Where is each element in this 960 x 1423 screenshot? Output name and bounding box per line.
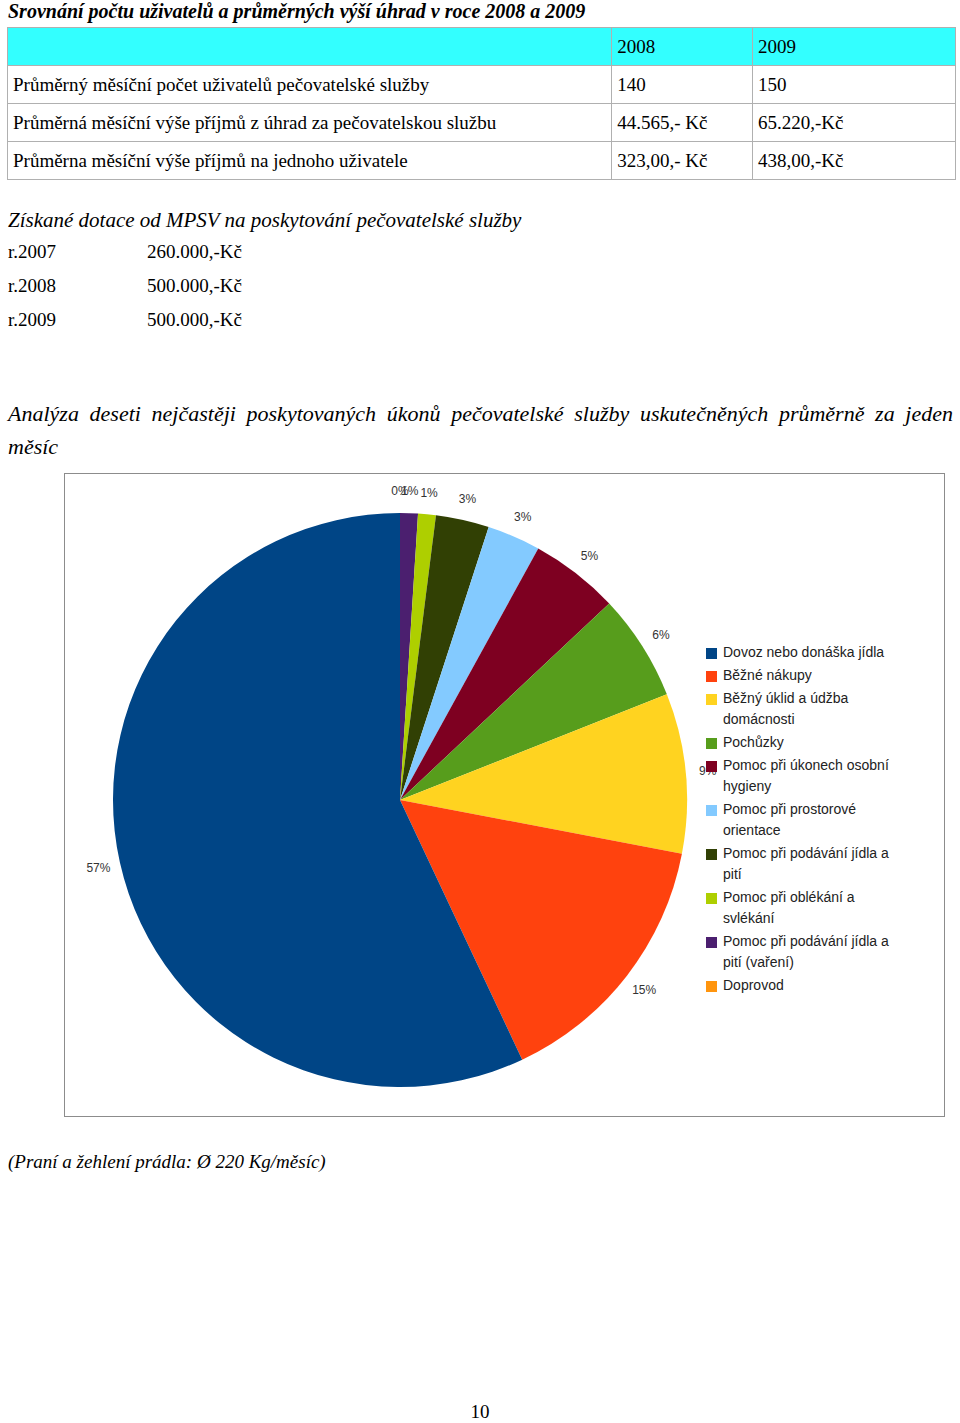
chart: 0%1%1%3%3%5%6%9%15%57%Dovoz nebo donáška… [0,0,960,1423]
table-cell: 438,00,-Kč [753,142,956,180]
subsidies-title: Získané dotace od MPSV na poskytování pe… [8,208,521,233]
legend-swatch [706,981,717,992]
data-label: 3% [459,492,477,506]
legend-label: Běžné nákupy [723,667,812,683]
subsidy-year: r.2007 [8,241,56,263]
data-label: 6% [652,628,670,642]
data-label: 1% [420,486,438,500]
page-number: 10 [0,1401,960,1423]
legend-label: Pomoc při podávání jídla apití [723,845,889,882]
legend-label: Pochůzky [723,734,784,750]
subsidy-year: r.2009 [8,309,56,331]
data-label: 1% [401,484,419,498]
data-label: 15% [632,983,656,997]
legend-swatch [706,671,717,682]
table-header-cell: 2009 [753,28,956,66]
data-label: 57% [86,861,110,875]
summary-table: 20082009Průměrný měsíční počet uživatelů… [7,27,956,180]
analysis-title: Analýza deseti nejčastěji poskytovaných … [8,397,953,463]
page-title: Srovnání počtu uživatelů a průměrných vý… [8,0,585,23]
pie [113,513,687,1087]
data-label: 3% [514,510,532,524]
table-cell: 323,00,- Kč [612,142,753,180]
legend-label: Pomoc při oblékání asvlékání [723,889,855,926]
table-cell: Průměrná měsíční výše příjmů z úhrad za … [8,104,612,142]
table-row: Průměrný měsíční počet uživatelů pečovat… [8,66,956,104]
legend-swatch [706,805,717,816]
table-cell: Průměrný měsíční počet uživatelů pečovat… [8,66,612,104]
legend-swatch [706,648,717,659]
legend-label: Pomoc při podávání jídla apití (vaření) [723,933,889,970]
legend-label: Doprovod [723,977,784,993]
legend-swatch [706,893,717,904]
subsidy-year: r.2008 [8,275,56,297]
chart-frame [65,474,945,1117]
table-header-row: 20082009 [8,28,956,66]
pie-slice [113,513,522,1087]
legend-label: Dovoz nebo donáška jídla [723,644,884,660]
legend-swatch [706,849,717,860]
data-labels: 0%1%1%3%3%5%6%9%15%57% [86,484,716,996]
legend-swatch [706,937,717,948]
table-header-cell: 2008 [612,28,753,66]
footnote: (Praní a žehlení prádla: Ø 220 Kg/měsíc) [8,1151,326,1173]
legend: Dovoz nebo donáška jídla Běžné nákupy Běžn… [706,644,889,993]
table-cell: 65.220,-Kč [753,104,956,142]
table-row: Průměrna měsíční výše příjmů na jednoho … [8,142,956,180]
subsidy-amount: 500.000,-Kč [147,309,242,331]
legend-swatch [706,761,717,772]
table-cell: 140 [612,66,753,104]
table-cell: 150 [753,66,956,104]
table-corner-cell [8,28,612,66]
legend-label: Pomoc při úkonech osobníhygieny [723,757,889,794]
table-cell: 44.565,- Kč [612,104,753,142]
table-row: Průměrná měsíční výše příjmů z úhrad za … [8,104,956,142]
subsidy-amount: 260.000,-Kč [147,241,242,263]
subsidy-amount: 500.000,-Kč [147,275,242,297]
legend-swatch [706,694,717,705]
data-label: 5% [581,549,599,563]
legend-label: Běžný úklid a údžbadomácnosti [723,690,849,727]
legend-label: Pomoc při prostorovéorientace [723,801,856,838]
legend-swatch [706,738,717,749]
table-cell: Průměrna měsíční výše příjmů na jednoho … [8,142,612,180]
